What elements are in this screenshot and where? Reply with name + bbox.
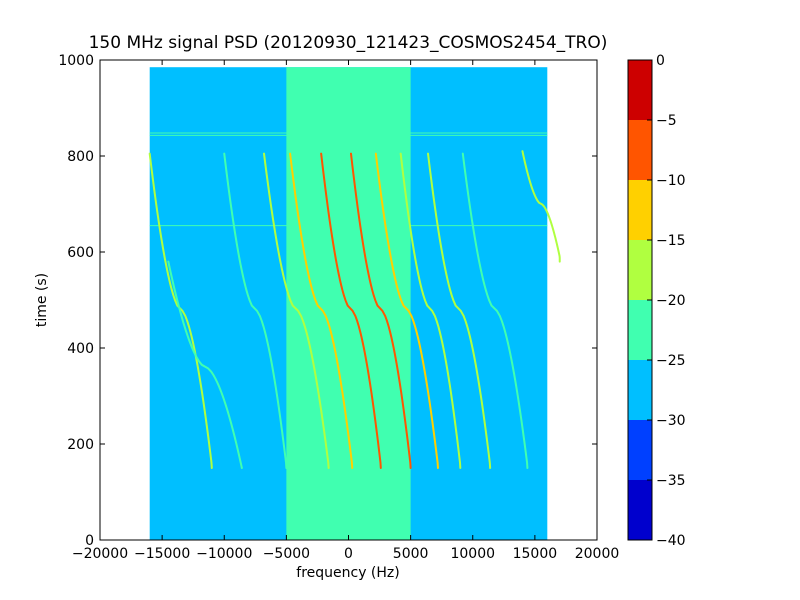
x-tick-label-1: −15000 bbox=[134, 546, 190, 562]
heatmap-central-band bbox=[286, 67, 411, 540]
doppler-trace-8 bbox=[399, 152, 462, 469]
y-tick-label-3: 600 bbox=[67, 245, 94, 261]
chart-title: 150 MHz signal PSD (20120930_121423_COSM… bbox=[89, 33, 608, 53]
doppler-trace-0 bbox=[148, 152, 213, 469]
doppler-trace-11 bbox=[521, 150, 561, 263]
x-tick-label-5: 5000 bbox=[393, 546, 429, 562]
plot-frame bbox=[99, 59, 598, 541]
colorbar-tick-label-1: −35 bbox=[656, 473, 686, 489]
doppler-trace-6 bbox=[349, 152, 412, 469]
doppler-trace-3 bbox=[263, 152, 330, 469]
doppler-trace-2 bbox=[223, 152, 288, 469]
colorbar-segment-6 bbox=[628, 120, 652, 180]
colorbar-segment-7 bbox=[628, 60, 652, 120]
doppler-trace-1 bbox=[167, 260, 243, 469]
colorbar-tick-label-4: −20 bbox=[656, 293, 686, 309]
colorbar-segment-5 bbox=[628, 180, 652, 240]
x-tick-label-0: −20000 bbox=[72, 546, 128, 562]
colorbar-segment-4 bbox=[628, 240, 652, 300]
doppler-trace-4 bbox=[289, 152, 354, 469]
colorbar-tick-label-0: −40 bbox=[656, 533, 686, 549]
colorbar-tick-label-3: −25 bbox=[656, 353, 686, 369]
x-tick-label-7: 15000 bbox=[513, 546, 558, 562]
colorbar-tick-label-8: 0 bbox=[656, 53, 665, 69]
y-axis-ticks: 0 200 400 600 800 1000 bbox=[58, 53, 597, 549]
y-tick-label-1: 200 bbox=[67, 437, 94, 453]
heatmap-layer bbox=[148, 67, 561, 540]
doppler-trace-7 bbox=[374, 152, 439, 469]
y-tick-label-0: 0 bbox=[85, 533, 94, 549]
doppler-trace-5 bbox=[320, 152, 382, 469]
x-tick-label-6: 10000 bbox=[450, 546, 495, 562]
colorbar-tick-label-7: −5 bbox=[656, 113, 677, 129]
x-tick-label-8: 20000 bbox=[575, 546, 620, 562]
y-axis-label: time (s) bbox=[34, 273, 50, 327]
doppler-trace-9 bbox=[427, 152, 492, 469]
colorbar-tick-label-5: −15 bbox=[656, 233, 686, 249]
x-tick-label-3: −5000 bbox=[263, 546, 310, 562]
y-tick-label-2: 400 bbox=[67, 341, 94, 357]
y-tick-label-4: 800 bbox=[67, 149, 94, 165]
x-axis-label: frequency (Hz) bbox=[296, 565, 399, 581]
doppler-trace-10 bbox=[461, 152, 529, 469]
colorbar-segment-2 bbox=[628, 360, 652, 420]
colorbar-tick-label-6: −10 bbox=[656, 173, 686, 189]
colorbar-segment-3 bbox=[628, 300, 652, 360]
y-tick-label-5: 1000 bbox=[58, 53, 94, 69]
colorbar: −40 −35 −30 −25 −20 −15 −10 −5 0 bbox=[627, 53, 686, 549]
colorbar-tick-label-2: −30 bbox=[656, 413, 686, 429]
colorbar-segment-0 bbox=[628, 480, 652, 540]
x-tick-label-2: −10000 bbox=[196, 546, 252, 562]
x-tick-label-4: 0 bbox=[344, 546, 353, 562]
colorbar-segment-1 bbox=[628, 420, 652, 480]
